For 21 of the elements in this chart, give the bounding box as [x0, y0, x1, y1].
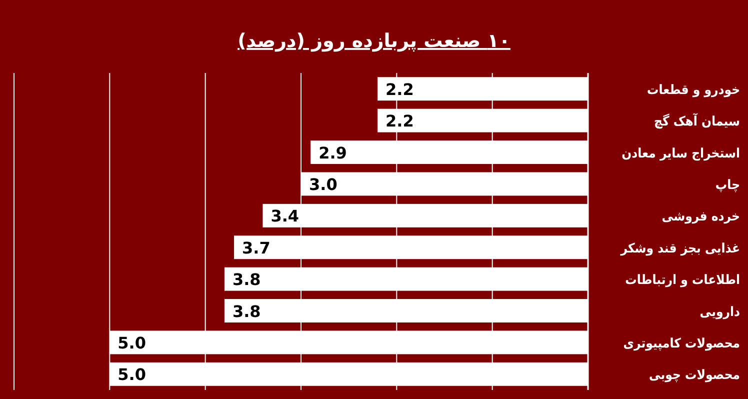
chart-title: ۱۰ صنعت پربازده روز (درصد): [238, 30, 510, 52]
data-label: 3.0: [309, 174, 338, 194]
y-tick-label: دارویی: [700, 304, 740, 320]
y-tick-label: استخراج سایر معادن: [622, 146, 740, 162]
y-tick-label: خودرو و قطعات: [647, 82, 740, 98]
y-tick-label: خرده فروشی: [662, 210, 740, 225]
y-tick-label: محصولات کامپیوتری: [623, 336, 740, 352]
y-tick-label: سیمان آهک گچ: [654, 112, 740, 130]
data-label: 2.2: [386, 80, 414, 99]
data-label: 5.0: [118, 365, 146, 384]
data-label: 3.4: [270, 206, 300, 226]
data-label: 3.7: [242, 238, 270, 258]
data-label: 5.0: [118, 333, 146, 352]
data-label: 2.2: [386, 112, 414, 131]
data-label: 2.9: [318, 143, 347, 162]
y-tick-label: چاپ: [715, 178, 740, 193]
data-label: 3.8: [232, 270, 261, 290]
data-label: 3.8: [232, 302, 261, 321]
y-tick-label: غذایی بجز قند وشکر: [620, 241, 740, 256]
y-tick-label: اطلاعات و ارتباطات: [625, 273, 740, 288]
y-tick-label: محصولات چوبی: [648, 368, 740, 384]
